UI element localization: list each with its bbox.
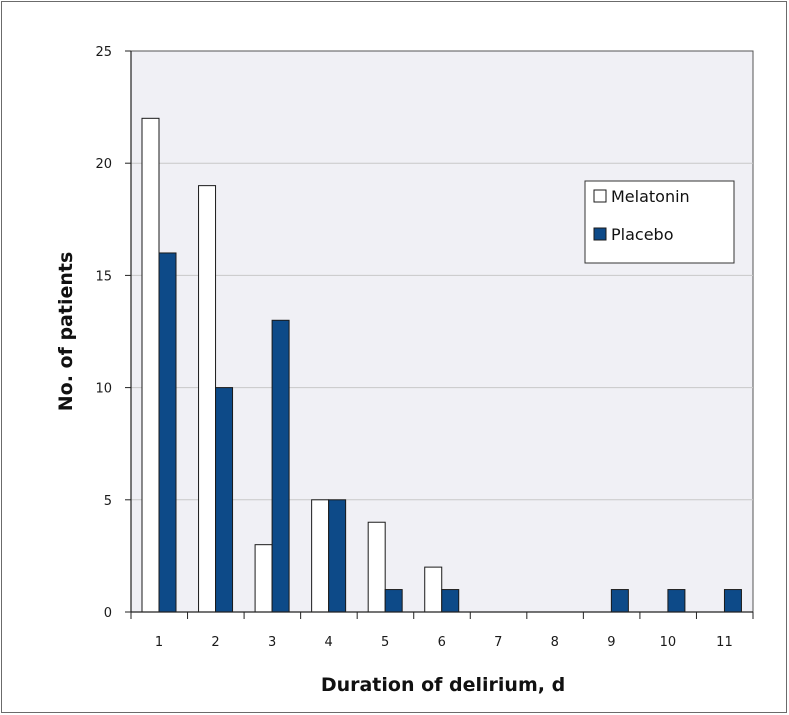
y-axis-title: No. of patients — [55, 252, 77, 412]
x-tick-label: 6 — [438, 635, 446, 650]
x-tick-label: 11 — [716, 635, 733, 650]
x-tick-label: 8 — [551, 635, 559, 650]
y-tick-label: 0 — [104, 606, 112, 621]
bar-melatonin-3 — [254, 544, 273, 613]
bar-melatonin-1 — [141, 117, 160, 613]
bar-placebo-2 — [215, 387, 234, 613]
legend: Melatonin Placebo — [584, 180, 735, 264]
x-tick-label: 4 — [324, 635, 332, 650]
x-tick-label: 10 — [660, 635, 677, 650]
bar-placebo-6 — [441, 589, 460, 613]
legend-box — [584, 180, 735, 264]
bar-placebo-10 — [667, 589, 686, 613]
x-tick-label: 5 — [381, 635, 389, 650]
bar-placebo-3 — [271, 319, 290, 613]
y-tick-label: 5 — [104, 494, 112, 509]
x-tick-label: 3 — [268, 635, 276, 650]
y-tick-labels: 0 5 10 15 20 25 — [95, 45, 112, 621]
y-tick-label: 10 — [95, 382, 112, 397]
x-tick-label: 2 — [211, 635, 219, 650]
legend-swatch-melatonin — [593, 189, 607, 203]
x-tick-label: 7 — [494, 635, 502, 650]
bars — [141, 117, 742, 613]
y-tick-label: 25 — [95, 45, 112, 60]
gridlines — [131, 162, 753, 501]
bar-melatonin-6 — [424, 566, 443, 613]
x-tick-label: 1 — [155, 635, 163, 650]
bar-melatonin-4 — [311, 499, 330, 613]
legend-swatch-placebo — [593, 227, 607, 241]
bar-placebo-5 — [384, 589, 403, 613]
legend-label-placebo: Placebo — [611, 225, 673, 244]
x-tick-labels: 1 2 3 4 5 6 7 8 9 10 11 — [155, 635, 733, 650]
bar-placebo-9 — [610, 589, 629, 613]
plot-area — [130, 50, 754, 613]
bar-placebo-4 — [328, 499, 347, 613]
bar-melatonin-2 — [198, 185, 217, 613]
bar-melatonin-5 — [367, 521, 386, 613]
x-axis-title: Duration of delirium, d — [321, 674, 565, 696]
legend-label-melatonin: Melatonin — [611, 187, 690, 206]
x-tick-label: 9 — [607, 635, 615, 650]
bar-placebo-11 — [723, 589, 742, 613]
axes — [125, 50, 754, 619]
y-tick-label: 15 — [95, 269, 112, 284]
bar-placebo-1 — [158, 252, 177, 613]
y-tick-label: 20 — [95, 157, 112, 172]
